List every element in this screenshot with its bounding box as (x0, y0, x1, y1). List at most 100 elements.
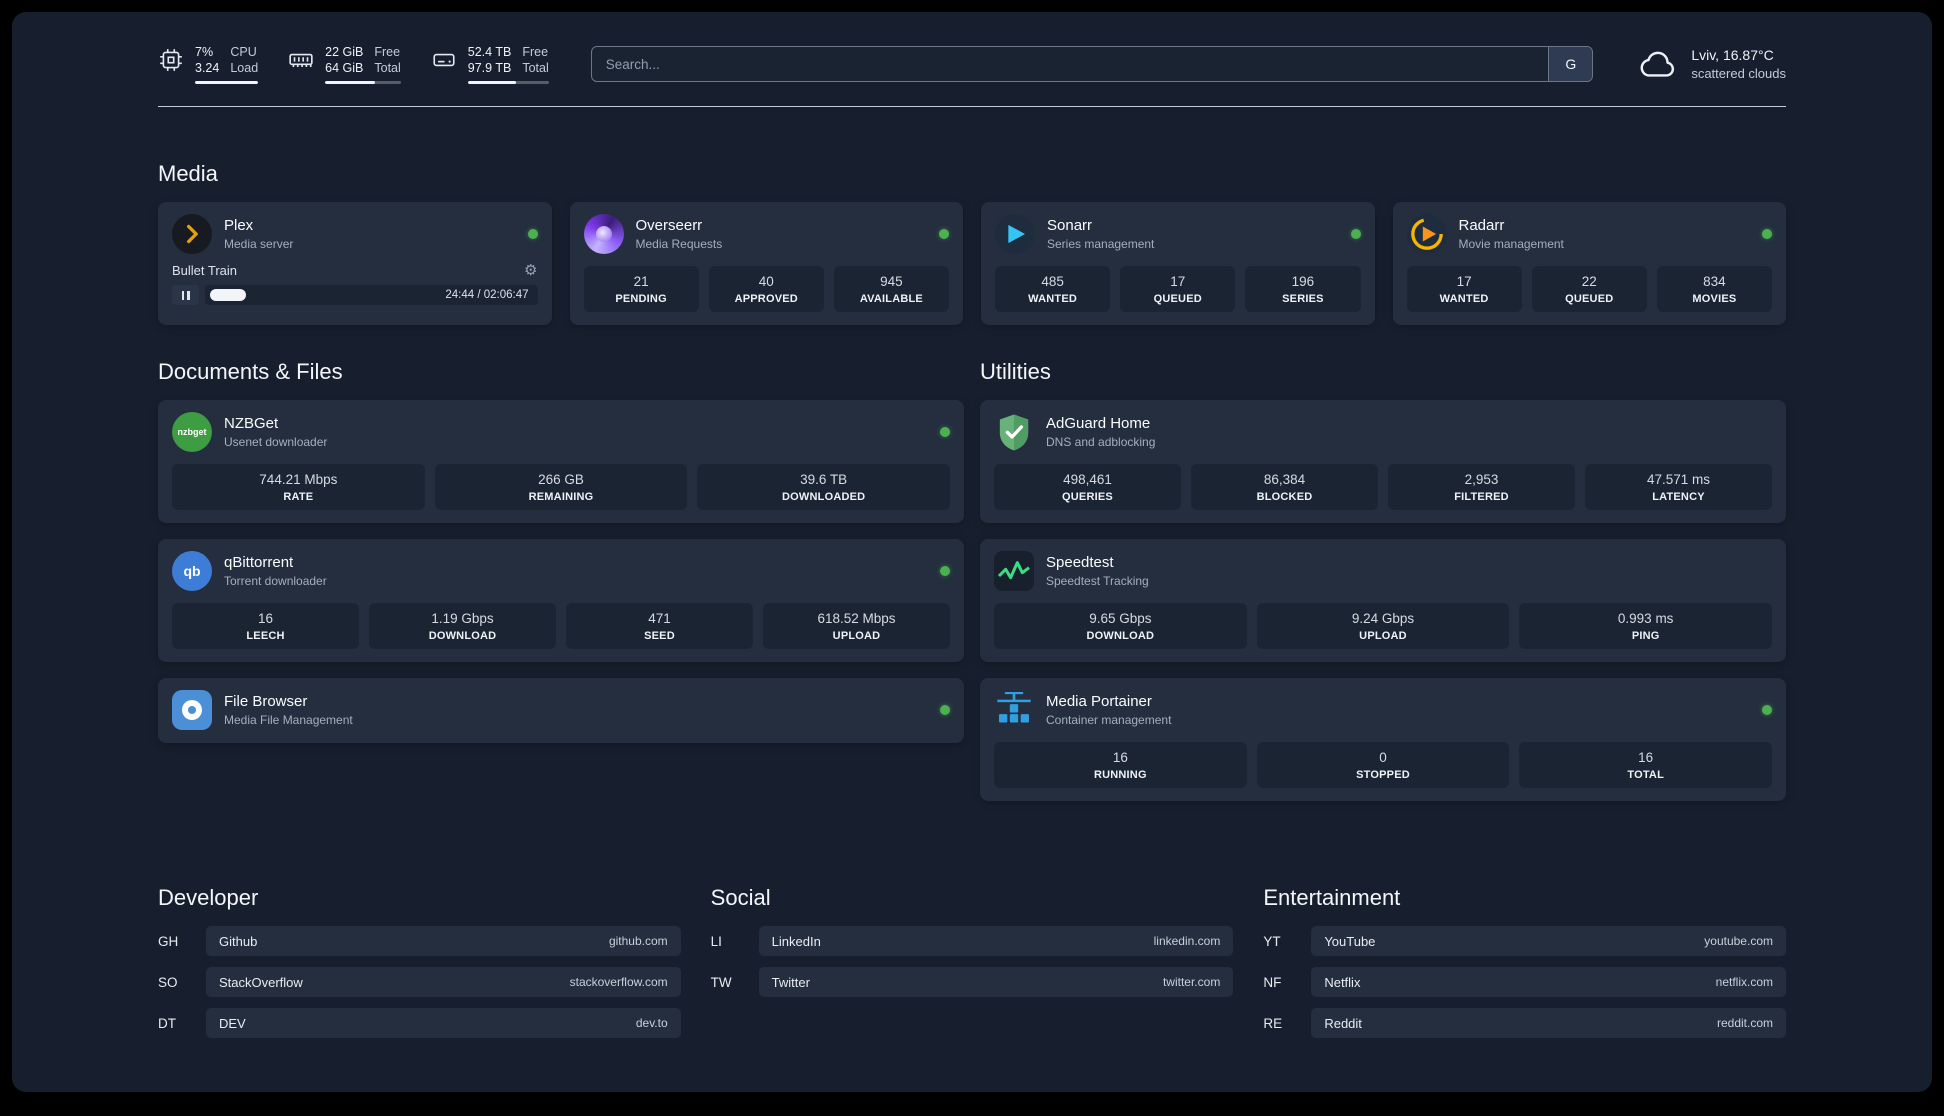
cpu-load-value: 3.24 (195, 61, 220, 75)
card-subtitle: Usenet downloader (224, 435, 328, 449)
cpu-load-label: Load (230, 61, 259, 75)
stat-value: 471 (648, 611, 671, 626)
bookmark-abbr: RE (1263, 1015, 1283, 1031)
status-dot (939, 229, 949, 239)
bookmark-link-github[interactable]: Github github.com (206, 926, 681, 956)
card-title: Sonarr (1047, 217, 1093, 234)
portainer-crane-icon (994, 690, 1034, 730)
section-title-utilities: Utilities (980, 359, 1051, 384)
stat-label: MOVIES (1692, 293, 1737, 305)
bookmark-link-netflix[interactable]: Netflix netflix.com (1311, 967, 1786, 997)
disk-monitor: 52.4 TB 97.9 TB Free Total (431, 44, 549, 85)
now-playing-title: Bullet Train (172, 263, 238, 278)
documents-column: Documents & Files nzbget NZBGet Usenet d… (158, 325, 964, 743)
stat-value: 0 (1379, 750, 1387, 765)
card-title: qBittorrent (224, 554, 294, 571)
stat-value: 498,461 (1063, 472, 1112, 487)
nzbget-icon: nzbget (172, 412, 212, 452)
bookmark-name: YouTube (1324, 933, 1376, 949)
bookmark-abbr: TW (710, 974, 732, 990)
stat-box: 744.21 Mbps RATE (172, 464, 425, 510)
card-sonarr[interactable]: Sonarr Series management 485 WANTED 17 Q… (981, 202, 1375, 325)
bookmark-row: DT DEV dev.to (158, 1008, 681, 1038)
disk-usage-bar (467, 81, 549, 85)
gear-icon[interactable]: ⚙ (524, 262, 538, 279)
stat-label: RATE (283, 491, 314, 503)
bookmark-link-dev[interactable]: DEV dev.to (206, 1008, 681, 1038)
stat-label: DOWNLOAD (428, 630, 497, 642)
search-bar: G (590, 46, 1594, 82)
status-dot (1762, 229, 1772, 239)
card-subtitle: Torrent downloader (224, 574, 327, 588)
stat-box: 834 MOVIES (1656, 266, 1773, 312)
stat-label: AVAILABLE (859, 293, 923, 305)
stat-box: 0 STOPPED (1256, 742, 1510, 788)
stat-box: 17 WANTED (1406, 266, 1522, 312)
card-subtitle: DNS and adblocking (1046, 435, 1156, 449)
stat-label: TOTAL (1627, 769, 1664, 781)
disk-total-label: Total (522, 61, 549, 75)
playback-progress-bar[interactable]: 24:44 / 02:06:47 (205, 285, 538, 305)
card-speedtest[interactable]: Speedtest Speedtest Tracking 9.65 Gbps D… (980, 539, 1786, 662)
stat-value: 86,384 (1263, 472, 1306, 487)
sonarr-icon (995, 214, 1035, 254)
card-plex[interactable]: Plex Media server Bullet Train ⚙ 24:44 /… (158, 202, 552, 325)
section-title-social: Social (710, 885, 771, 910)
card-subtitle: Speedtest Tracking (1046, 574, 1149, 588)
status-dot (527, 229, 538, 239)
card-radarr[interactable]: Radarr Movie management 17 WANTED 22 QUE… (1392, 202, 1786, 325)
bookmark-link-linkedin[interactable]: LinkedIn linkedin.com (758, 926, 1234, 956)
memory-total-label: Total (374, 61, 401, 75)
filebrowser-icon (172, 690, 212, 730)
bookmark-abbr: YT (1263, 933, 1281, 949)
search-input[interactable] (591, 47, 1549, 81)
bookmark-link-youtube[interactable]: YouTube youtube.com (1311, 926, 1786, 956)
stat-box: 16 TOTAL (1519, 742, 1773, 788)
bookmark-name: DEV (219, 1015, 246, 1031)
card-title: AdGuard Home (1046, 415, 1151, 432)
card-portainer[interactable]: Media Portainer Container management 16 … (980, 678, 1786, 801)
status-dot (940, 705, 950, 715)
card-subtitle: Series management (1047, 237, 1155, 251)
playback-progress-thumb[interactable] (210, 289, 246, 301)
card-adguard[interactable]: AdGuard Home DNS and adblocking 498,461 … (980, 400, 1786, 523)
stat-label: SERIES (1282, 293, 1324, 305)
bookmark-link-stackoverflow[interactable]: StackOverflow stackoverflow.com (206, 967, 681, 997)
bookmark-abbr: GH (158, 933, 179, 949)
stat-value: 16 (257, 611, 274, 626)
stat-label: WANTED (1028, 293, 1078, 305)
card-overseerr[interactable]: Overseerr Media Requests 21 PENDING 40 A… (569, 202, 963, 325)
memory-monitor: 22 GiB 64 GiB Free Total (288, 44, 401, 85)
card-nzbget[interactable]: nzbget NZBGet Usenet downloader 744.21 M… (158, 400, 964, 523)
bookmark-link-reddit[interactable]: Reddit reddit.com (1311, 1008, 1786, 1038)
stat-box: 498,461 QUERIES (994, 464, 1181, 510)
stat-label: FILTERED (1454, 491, 1509, 503)
weather-condition: scattered clouds (1691, 65, 1786, 81)
stat-box: 39.6 TB DOWNLOADED (697, 464, 951, 510)
stat-box: 471 SEED (566, 603, 753, 649)
stat-box: 1.19 Gbps DOWNLOAD (369, 603, 556, 649)
card-title: Plex (224, 217, 254, 234)
stat-label: APPROVED (734, 293, 798, 305)
section-title-developer: Developer (158, 885, 259, 910)
card-qbittorrent[interactable]: qb qBittorrent Torrent downloader 16 LEE… (158, 539, 964, 662)
plex-now-playing-widget: Bullet Train ⚙ 24:44 / 02:06:47 (172, 263, 538, 305)
card-title: NZBGet (224, 415, 279, 432)
stat-value: 17 (1170, 274, 1186, 289)
bookmark-link-twitter[interactable]: Twitter twitter.com (758, 967, 1234, 997)
nzbget-icon-text: nzbget (177, 427, 207, 437)
stat-label: QUERIES (1062, 491, 1113, 503)
stat-value: 1.19 Gbps (431, 611, 494, 626)
card-filebrowser[interactable]: File Browser Media File Management (158, 678, 964, 743)
pause-button[interactable] (172, 285, 199, 305)
media-grid: Plex Media server Bullet Train ⚙ 24:44 /… (158, 202, 1786, 325)
bookmark-name: Twitter (771, 974, 810, 990)
stat-label: WANTED (1439, 293, 1489, 305)
status-dot (940, 427, 950, 437)
search-engine-button[interactable]: G (1548, 47, 1593, 81)
stat-value: 47.571 ms (1646, 472, 1711, 487)
weather-location-temp: Lviv, 16.87°C (1691, 46, 1774, 63)
stat-box: 21 PENDING (583, 266, 699, 312)
section-title-documents: Documents & Files (158, 359, 343, 384)
stat-box: 266 GB REMAINING (434, 464, 688, 510)
